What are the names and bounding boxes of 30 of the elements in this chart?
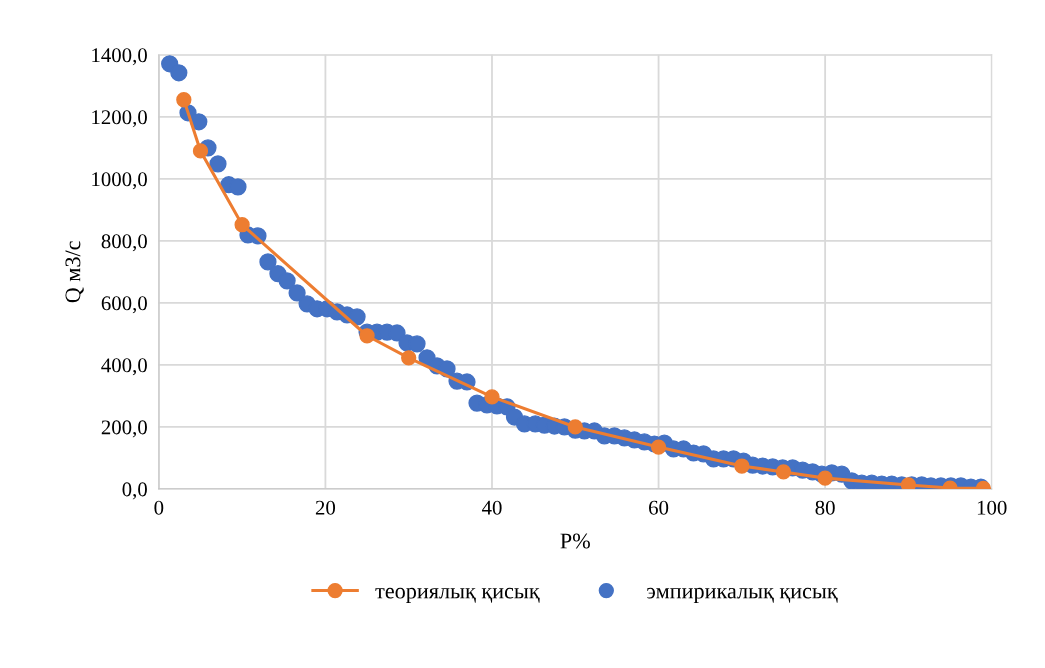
point: [484, 389, 500, 405]
x-tick-label: 60: [649, 500, 669, 515]
y-tick-label: 600,0: [101, 296, 147, 314]
point: [192, 143, 209, 159]
x-tick-label: 100: [977, 500, 1007, 515]
point: [176, 92, 192, 108]
point: [234, 217, 250, 233]
x-tick-label: 0: [154, 500, 164, 515]
x-tick-label: 80: [815, 500, 835, 515]
y-tick-label: 1000,0: [92, 172, 147, 190]
point: [817, 470, 833, 486]
x-tick-label: 40: [481, 500, 502, 515]
x-axis-title: P%: [560, 533, 590, 549]
y-tick-label: 200,0: [101, 420, 147, 438]
point: [650, 439, 667, 455]
y-tick-label: 0,0: [122, 482, 147, 500]
point: [734, 458, 750, 474]
legend-label: эмпирикалық қисық: [647, 587, 838, 604]
x-tick-label: 20: [315, 500, 336, 515]
point: [359, 328, 375, 344]
y-tick-label: 1200,0: [92, 110, 147, 128]
point: [567, 419, 583, 435]
y-tick-label: 800,0: [101, 234, 147, 252]
point: [900, 477, 917, 489]
point: [401, 350, 417, 366]
legend-label: теориялық қисық: [375, 587, 540, 604]
point: [775, 464, 792, 480]
y-axis-title: Q м3/с: [65, 241, 84, 303]
y-tick-label: 400,0: [101, 358, 147, 376]
y-tick-label: 1400,0: [92, 48, 147, 66]
